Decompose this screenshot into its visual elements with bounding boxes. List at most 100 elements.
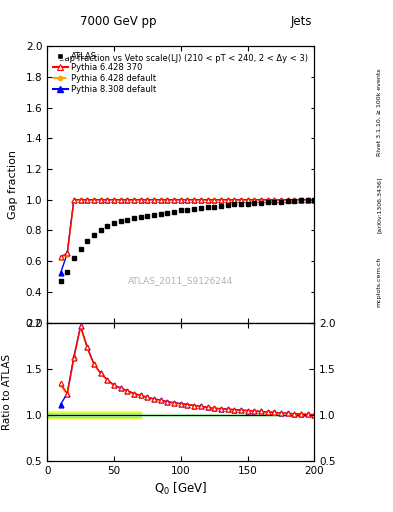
Pythia 6.428 370 <box>98 197 103 203</box>
Pythia 8.308 default <box>192 197 196 203</box>
ATLAS <box>198 205 203 211</box>
Text: Jets: Jets <box>291 15 312 28</box>
Pythia 6.428 370 <box>198 197 203 203</box>
Text: 7000 GeV pp: 7000 GeV pp <box>80 15 156 28</box>
Pythia 8.308 default <box>125 197 130 203</box>
Pythia 8.308 default <box>98 197 103 203</box>
ATLAS <box>265 199 270 205</box>
Pythia 6.428 370 <box>212 197 217 203</box>
Pythia 8.308 default <box>118 197 123 203</box>
ATLAS <box>305 197 310 203</box>
Pythia 6.428 default <box>78 197 83 203</box>
Pythia 8.308 default <box>219 197 223 203</box>
ATLAS <box>85 238 90 244</box>
Pythia 6.428 default <box>312 197 317 203</box>
Pythia 6.428 default <box>165 197 170 203</box>
Pythia 6.428 370 <box>265 197 270 203</box>
Pythia 8.308 default <box>85 197 90 203</box>
Pythia 6.428 370 <box>72 197 76 203</box>
Text: ATLAS_2011_S9126244: ATLAS_2011_S9126244 <box>128 276 233 286</box>
ATLAS <box>292 198 297 204</box>
Pythia 6.428 default <box>58 255 63 261</box>
Pythia 6.428 default <box>65 252 70 258</box>
Pythia 6.428 default <box>292 197 297 203</box>
Pythia 6.428 370 <box>225 197 230 203</box>
Pythia 8.308 default <box>72 197 76 203</box>
Pythia 8.308 default <box>265 197 270 203</box>
Pythia 8.308 default <box>239 197 243 203</box>
Pythia 6.428 default <box>85 197 90 203</box>
Pythia 8.308 default <box>158 197 163 203</box>
Pythia 8.308 default <box>245 197 250 203</box>
Pythia 8.308 default <box>252 197 257 203</box>
Pythia 6.428 370 <box>312 197 317 203</box>
Pythia 8.308 default <box>172 197 176 203</box>
Pythia 6.428 370 <box>165 197 170 203</box>
Pythia 6.428 370 <box>185 197 190 203</box>
Pythia 8.308 default <box>285 197 290 203</box>
ATLAS <box>172 209 176 215</box>
ATLAS <box>192 206 196 212</box>
Pythia 6.428 default <box>225 197 230 203</box>
ATLAS <box>78 246 83 252</box>
ATLAS <box>259 200 263 206</box>
Pythia 8.308 default <box>178 197 183 203</box>
Pythia 8.308 default <box>58 270 63 276</box>
Pythia 6.428 370 <box>92 197 96 203</box>
Pythia 6.428 370 <box>232 197 237 203</box>
Pythia 8.308 default <box>205 197 210 203</box>
Y-axis label: Gap fraction: Gap fraction <box>8 150 18 219</box>
Pythia 8.308 default <box>312 197 317 203</box>
Pythia 6.428 default <box>72 198 76 204</box>
Pythia 6.428 370 <box>292 197 297 203</box>
ATLAS <box>112 220 116 226</box>
Pythia 8.308 default <box>165 197 170 203</box>
Pythia 6.428 370 <box>58 253 63 260</box>
Pythia 6.428 default <box>205 197 210 203</box>
Pythia 8.308 default <box>132 197 136 203</box>
Pythia 6.428 default <box>192 197 196 203</box>
ATLAS <box>92 232 96 238</box>
Pythia 8.308 default <box>138 197 143 203</box>
Pythia 6.428 370 <box>259 197 263 203</box>
Pythia 8.308 default <box>305 197 310 203</box>
Line: ATLAS: ATLAS <box>58 197 317 284</box>
Pythia 6.428 370 <box>145 197 150 203</box>
ATLAS <box>152 212 156 218</box>
Pythia 8.308 default <box>225 197 230 203</box>
Text: mcplots.cern.ch: mcplots.cern.ch <box>377 257 382 307</box>
Pythia 6.428 370 <box>152 197 156 203</box>
Pythia 6.428 default <box>145 197 150 203</box>
Pythia 8.308 default <box>232 197 237 203</box>
ATLAS <box>72 255 76 261</box>
ATLAS <box>299 197 303 203</box>
ATLAS <box>225 202 230 208</box>
Pythia 6.428 default <box>152 197 156 203</box>
Pythia 6.428 default <box>92 197 96 203</box>
Text: Rivet 3.1.10, ≥ 100k events: Rivet 3.1.10, ≥ 100k events <box>377 69 382 157</box>
ATLAS <box>239 201 243 207</box>
ATLAS <box>125 217 130 223</box>
Pythia 6.428 default <box>299 197 303 203</box>
Pythia 6.428 default <box>185 197 190 203</box>
Pythia 6.428 370 <box>279 197 283 203</box>
Pythia 6.428 default <box>232 197 237 203</box>
Pythia 6.428 370 <box>132 197 136 203</box>
Pythia 6.428 default <box>138 197 143 203</box>
Pythia 6.428 370 <box>178 197 183 203</box>
Pythia 8.308 default <box>112 197 116 203</box>
Pythia 8.308 default <box>272 197 277 203</box>
Pythia 6.428 default <box>259 197 263 203</box>
Pythia 6.428 370 <box>138 197 143 203</box>
Pythia 8.308 default <box>105 197 110 203</box>
Pythia 6.428 default <box>285 197 290 203</box>
Pythia 8.308 default <box>299 197 303 203</box>
Pythia 6.428 370 <box>245 197 250 203</box>
Pythia 6.428 default <box>279 197 283 203</box>
ATLAS <box>98 227 103 233</box>
Pythia 8.308 default <box>279 197 283 203</box>
Line: Pythia 8.308 default: Pythia 8.308 default <box>58 197 317 276</box>
Pythia 6.428 370 <box>172 197 176 203</box>
Pythia 6.428 370 <box>118 197 123 203</box>
ATLAS <box>178 207 183 214</box>
